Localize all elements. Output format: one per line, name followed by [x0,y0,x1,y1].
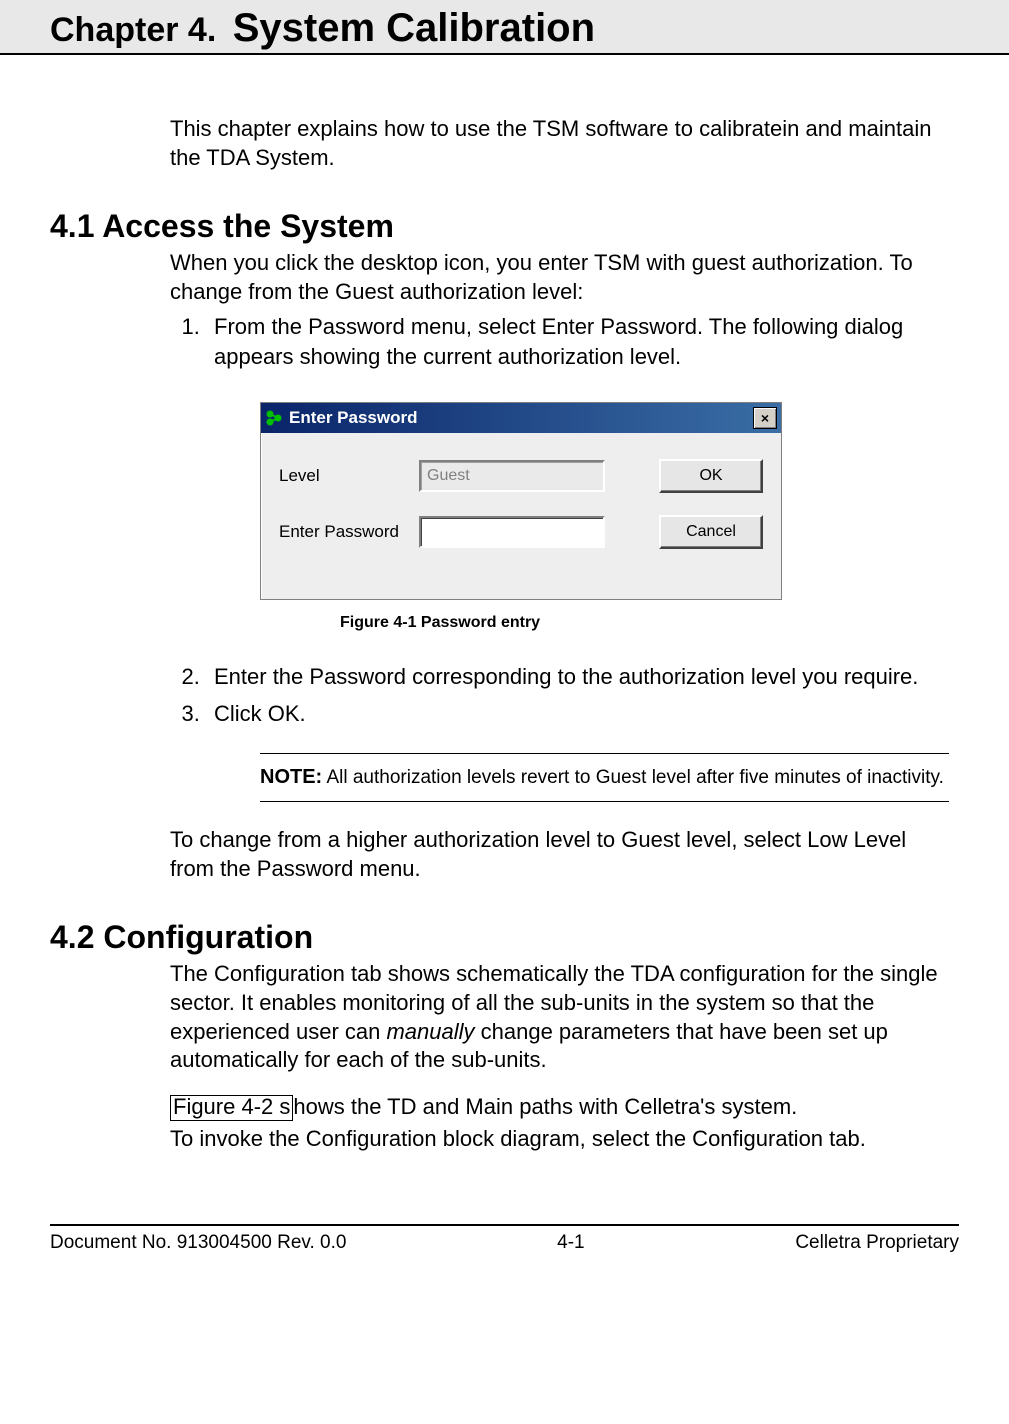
level-label: Level [279,466,419,486]
figure-4-1-caption: Figure 4-1 Password entry [340,614,949,632]
figure-4-2-link[interactable]: Figure 4-2 s [170,1095,293,1121]
ok-button[interactable]: OK [659,459,763,493]
dialog-titlebar: Enter Password × [261,403,781,433]
password-input[interactable] [419,516,605,548]
level-field: Guest [419,460,605,492]
figure-4-1: Enter Password × Level Guest OK Enter Pa… [260,402,949,632]
step-2: Enter the Password corresponding to the … [206,662,949,692]
intro-paragraph: This chapter explains how to use the TSM… [170,115,949,172]
footer-center: 4-1 [557,1232,584,1254]
dialog-title: Enter Password [289,408,747,428]
chapter-title: System Calibration [233,6,595,50]
app-icon [265,409,283,427]
footer-right: Celletra Proprietary [795,1232,959,1254]
page-footer: Document No. 913004500 Rev. 0.0 4-1 Cell… [50,1232,959,1264]
note-box: NOTE: All authorization levels revert to… [260,753,949,802]
cancel-button[interactable]: Cancel [659,515,763,549]
steps-list-part2: Enter the Password corresponding to the … [170,662,949,729]
chapter-header: Chapter 4. System Calibration [0,0,1009,55]
dialog-body: Level Guest OK Enter Password Cancel [261,433,781,599]
steps-list-part1: From the Password menu, select Enter Pas… [170,312,949,371]
section-4-2-para2: Figure 4-2 shows the TD and Main paths w… [170,1093,949,1122]
para2-rest: hows the TD and Main paths with Celletra… [293,1094,797,1119]
enter-password-dialog: Enter Password × Level Guest OK Enter Pa… [260,402,782,600]
password-label: Enter Password [279,522,419,542]
para1-italic: manually [386,1019,474,1044]
section-4-2-para3: To invoke the Configuration block diagra… [170,1125,949,1154]
section-4-1-after-note: To change from a higher authorization le… [170,826,949,883]
step-3: Click OK. [206,699,949,729]
section-4-1-intro: When you click the desktop icon, you ent… [170,249,949,306]
section-4-1-heading: 4.1 Access the System [50,208,959,245]
note-text: All authorization levels revert to Guest… [322,767,944,788]
close-icon[interactable]: × [753,407,777,429]
footer-left: Document No. 913004500 Rev. 0.0 [50,1232,346,1254]
chapter-label: Chapter 4. [50,11,216,49]
section-4-2-heading: 4.2 Configuration [50,919,959,956]
note-label: NOTE: [260,766,322,788]
footer-rule [50,1224,959,1226]
section-4-2-para1: The Configuration tab shows schematicall… [170,960,949,1074]
step-1: From the Password menu, select Enter Pas… [206,312,949,371]
